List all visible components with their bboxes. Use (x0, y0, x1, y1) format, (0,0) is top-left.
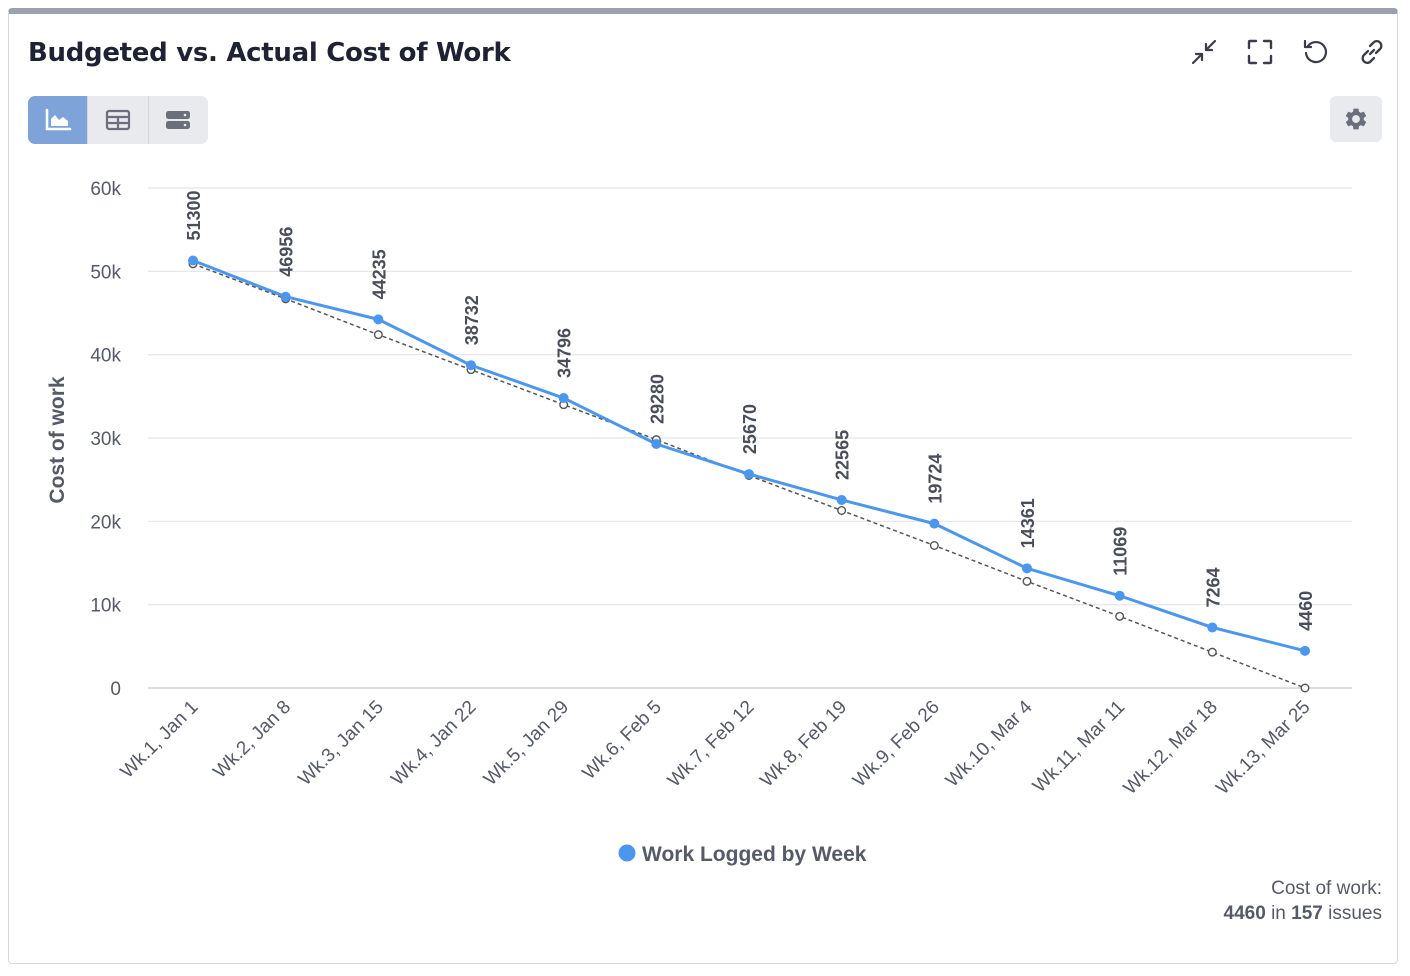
data-label: 7264 (1203, 567, 1223, 607)
x-tick-label: Wk.3, Jan 15 (295, 697, 388, 790)
summary-footer: Cost of work: 4460 in 157 issues (1224, 876, 1382, 926)
view-toggle (28, 96, 208, 144)
data-label: 51300 (184, 190, 204, 240)
y-tick-label: 60k (90, 179, 121, 200)
legend-marker (618, 844, 636, 862)
data-point (1207, 647, 1217, 657)
y-tick-label: 50k (90, 262, 121, 283)
x-tick-label: Wk.12, Mar 18 (1120, 697, 1222, 799)
x-tick-label: Wk.1, Jan 1 (117, 697, 203, 783)
data-label: 34796 (555, 328, 575, 378)
link-icon[interactable] (1356, 36, 1388, 68)
x-tick-label: Wk.9, Feb 26 (849, 697, 944, 792)
x-tick-label: Wk.5, Jan 29 (480, 697, 573, 790)
data-point (929, 541, 939, 551)
collapse-icon[interactable] (1188, 36, 1220, 68)
header-actions (1188, 36, 1388, 68)
x-tick-label: Wk.11, Mar 11 (1029, 697, 1129, 797)
x-tick-label: Wk.7, Feb 12 (664, 697, 759, 792)
data-label: 25670 (740, 404, 760, 454)
settings-button[interactable] (1330, 96, 1382, 142)
y-tick-label: 0 (110, 679, 121, 700)
y-tick-label: 10k (90, 596, 121, 617)
data-point[interactable] (466, 360, 476, 371)
table-view-icon[interactable] (87, 96, 147, 144)
data-point[interactable] (836, 494, 847, 505)
data-point (1022, 576, 1032, 586)
x-tick-label: Wk.6, Feb 5 (579, 697, 666, 784)
summary-value: 4460 (1223, 903, 1266, 924)
data-point[interactable] (373, 314, 384, 325)
data-point (1115, 611, 1125, 621)
data-point[interactable] (1300, 645, 1310, 656)
data-point[interactable] (188, 255, 198, 266)
data-point[interactable] (651, 439, 662, 449)
data-point[interactable] (929, 518, 940, 529)
data-label: 22565 (833, 430, 853, 480)
series-work-logged (188, 255, 1310, 656)
fullscreen-icon[interactable] (1244, 36, 1276, 68)
data-label: 46956 (277, 227, 297, 277)
y-tick-labels: 0 10k 20k 30k 40k 50k 60k (90, 179, 121, 700)
y-axis-label: Cost of work (46, 376, 69, 503)
summary-label: Cost of work: (1271, 878, 1382, 899)
summary-value-line: 4460 in 157 issues (1224, 901, 1382, 926)
summary-connector: in (1271, 903, 1286, 924)
x-tick-labels: Wk.1, Jan 1 Wk.2, Jan 8 Wk.3, Jan 15 Wk.4, … (117, 696, 1315, 799)
data-label: 11069 (1111, 527, 1131, 576)
list-view-icon[interactable] (147, 96, 208, 144)
data-label: 19724 (925, 454, 945, 504)
y-tick-label: 20k (90, 512, 121, 533)
data-point[interactable] (1022, 563, 1032, 574)
grid-lines (148, 187, 1352, 689)
data-point[interactable] (1207, 622, 1218, 633)
x-tick-label: Wk.2, Jan 8 (209, 697, 295, 783)
data-point (837, 506, 847, 516)
data-labels: 51300 46956 44235 38732 34796 29280 25670 22565… (184, 190, 1316, 630)
summary-unit: issues (1328, 903, 1382, 924)
data-point[interactable] (1114, 590, 1125, 601)
data-label: 29280 (647, 374, 667, 424)
data-label: 44235 (369, 249, 389, 299)
summary-count: 157 (1291, 903, 1323, 924)
gear-icon (1345, 108, 1367, 130)
data-label: 4460 (1296, 591, 1316, 631)
series-line (192, 259, 1306, 653)
data-label: 38732 (462, 295, 482, 345)
data-point (1300, 683, 1310, 693)
chart-title: Budgeted vs. Actual Cost of Work (28, 38, 511, 68)
data-point[interactable] (558, 393, 569, 404)
y-tick-label: 40k (90, 346, 121, 367)
data-point[interactable] (280, 291, 291, 302)
reset-icon[interactable] (1300, 36, 1332, 68)
legend-label[interactable]: Work Logged by Week (642, 843, 867, 866)
y-tick-label: 30k (90, 429, 121, 450)
x-tick-label: Wk.13, Mar 25 (1212, 697, 1314, 799)
data-label: 14361 (1018, 498, 1038, 548)
chart-view-icon[interactable] (28, 96, 88, 144)
data-point[interactable] (744, 469, 754, 480)
x-tick-label: Wk.8, Feb 19 (756, 697, 851, 792)
chart-card (8, 8, 1398, 964)
legend: Work Logged by Week (618, 843, 867, 866)
x-tick-label: Wk.10, Mar 4 (942, 696, 1037, 791)
data-point (373, 330, 383, 340)
x-tick-label: Wk.4, Jan 22 (387, 697, 480, 790)
